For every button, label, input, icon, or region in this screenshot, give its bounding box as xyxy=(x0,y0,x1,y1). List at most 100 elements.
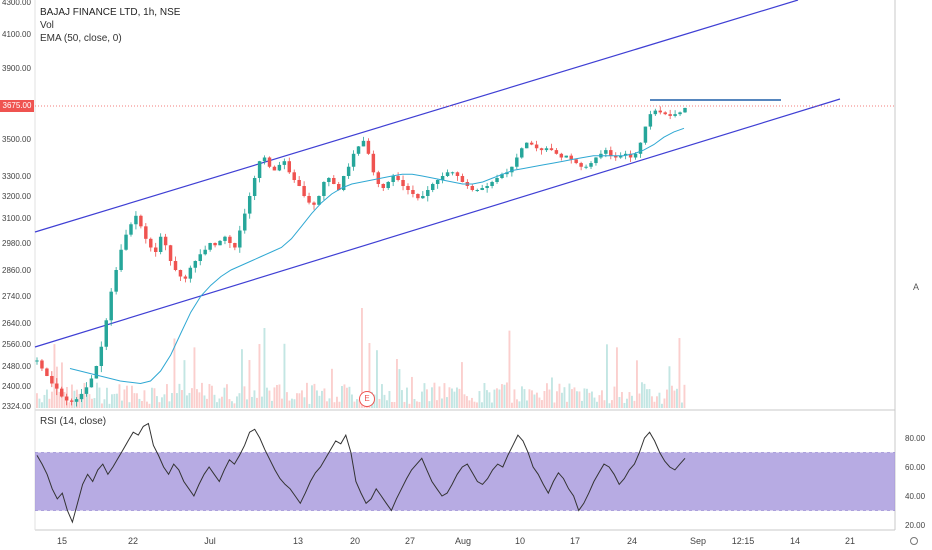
volume-bar xyxy=(471,397,473,408)
candle-body xyxy=(55,383,59,389)
volume-bar xyxy=(258,344,261,408)
volume-bar xyxy=(141,400,143,408)
current-price-tag: 3675.00 xyxy=(0,100,34,112)
candle-body xyxy=(386,182,390,188)
auto-scale-button[interactable]: A xyxy=(913,282,920,292)
candle-body xyxy=(614,155,618,158)
gear-icon[interactable] xyxy=(910,537,918,545)
volume-bar xyxy=(58,391,61,408)
volume-bar xyxy=(511,402,513,408)
volume-bar xyxy=(678,338,681,408)
volume-bar xyxy=(638,393,641,408)
price-tick-label: 2640.00 xyxy=(2,319,31,328)
price-tick-label: 4100.00 xyxy=(2,30,31,39)
candle-body xyxy=(312,202,316,205)
volume-bar xyxy=(251,396,253,408)
volume-bar xyxy=(411,376,413,408)
candle-body xyxy=(337,184,341,190)
candle-body xyxy=(243,213,247,231)
volume-bar xyxy=(508,330,511,408)
candle-body xyxy=(366,140,371,154)
volume-bar xyxy=(671,385,673,408)
volume-bar xyxy=(311,385,313,408)
candle-body xyxy=(64,396,69,401)
time-tick-label: 14 xyxy=(790,536,800,546)
volume-bar xyxy=(103,399,106,408)
volume-bar xyxy=(118,384,121,408)
volume-bar xyxy=(381,384,383,408)
volume-bar xyxy=(521,386,523,408)
candle-body xyxy=(302,186,306,196)
candle-body xyxy=(406,186,410,190)
volume-bar xyxy=(153,388,156,408)
volume-bar xyxy=(643,383,646,408)
volume-bar xyxy=(483,383,486,408)
volume-bar xyxy=(253,390,256,408)
volume-bar xyxy=(561,392,563,408)
volume-bar xyxy=(266,387,268,408)
volume-bar xyxy=(543,390,546,408)
volume-bar xyxy=(391,401,393,408)
volume-bar xyxy=(278,384,281,408)
candle-body xyxy=(94,366,99,379)
candle-body xyxy=(554,150,559,154)
time-tick-label: 24 xyxy=(627,536,637,546)
candle-body xyxy=(173,261,178,270)
volume-bar xyxy=(293,399,296,408)
volume-bar xyxy=(416,401,418,408)
candle-body xyxy=(361,140,366,147)
chart-legend: BAJAJ FINANCE LTD, 1h, NSE Vol EMA (50, … xyxy=(40,6,180,45)
volume-bar xyxy=(431,387,433,408)
volume-bar xyxy=(646,389,648,408)
volume-bar xyxy=(38,398,41,408)
volume-bar xyxy=(138,398,141,408)
time-tick-label: 15 xyxy=(57,536,67,546)
volume-bar xyxy=(581,400,583,408)
candle-body xyxy=(376,172,381,184)
volume-bar xyxy=(201,382,203,408)
candle-body xyxy=(490,182,494,186)
volume-bar xyxy=(413,399,416,408)
volume-bar xyxy=(428,401,431,408)
candle-body xyxy=(198,254,202,261)
volume-bar xyxy=(356,399,358,408)
candle-body xyxy=(89,378,94,388)
volume-bar xyxy=(661,403,663,408)
volume-bar xyxy=(331,368,333,408)
earnings-marker[interactable]: E xyxy=(359,391,375,407)
candle-body xyxy=(381,184,385,188)
candle-body xyxy=(144,226,148,239)
volume-bar xyxy=(273,387,276,408)
volume-bar xyxy=(531,390,533,408)
volume-bar xyxy=(166,384,168,408)
candle-body xyxy=(549,148,554,151)
volume-bar xyxy=(126,385,128,408)
volume-bar xyxy=(313,383,316,408)
volume-bar xyxy=(208,384,211,408)
volume-bar xyxy=(98,387,101,408)
volume-bar xyxy=(523,389,526,408)
price-tick-label: 2740.00 xyxy=(2,292,31,301)
candle-body xyxy=(579,163,583,167)
candle-body xyxy=(292,172,296,180)
lower-channel-line xyxy=(34,98,841,348)
volume-bar xyxy=(231,401,233,408)
candle-body xyxy=(455,172,460,176)
volume-bar xyxy=(333,402,336,408)
volume-bar xyxy=(513,389,516,408)
candle-body xyxy=(396,176,400,180)
volume-bar xyxy=(263,328,266,408)
price-tick-label: 2480.00 xyxy=(2,362,31,371)
candle-body xyxy=(267,157,272,167)
candle-body xyxy=(609,150,613,156)
candle-body xyxy=(238,230,242,248)
price-tick-label: 2980.00 xyxy=(2,239,31,248)
volume-bar xyxy=(558,383,561,408)
volume-bar xyxy=(186,395,188,408)
volume-bar xyxy=(298,393,301,408)
volume-bar xyxy=(386,400,388,408)
volume-bar xyxy=(576,391,578,408)
volume-bar xyxy=(453,391,456,408)
volume-bar xyxy=(536,392,538,408)
volume-bar xyxy=(206,398,208,408)
